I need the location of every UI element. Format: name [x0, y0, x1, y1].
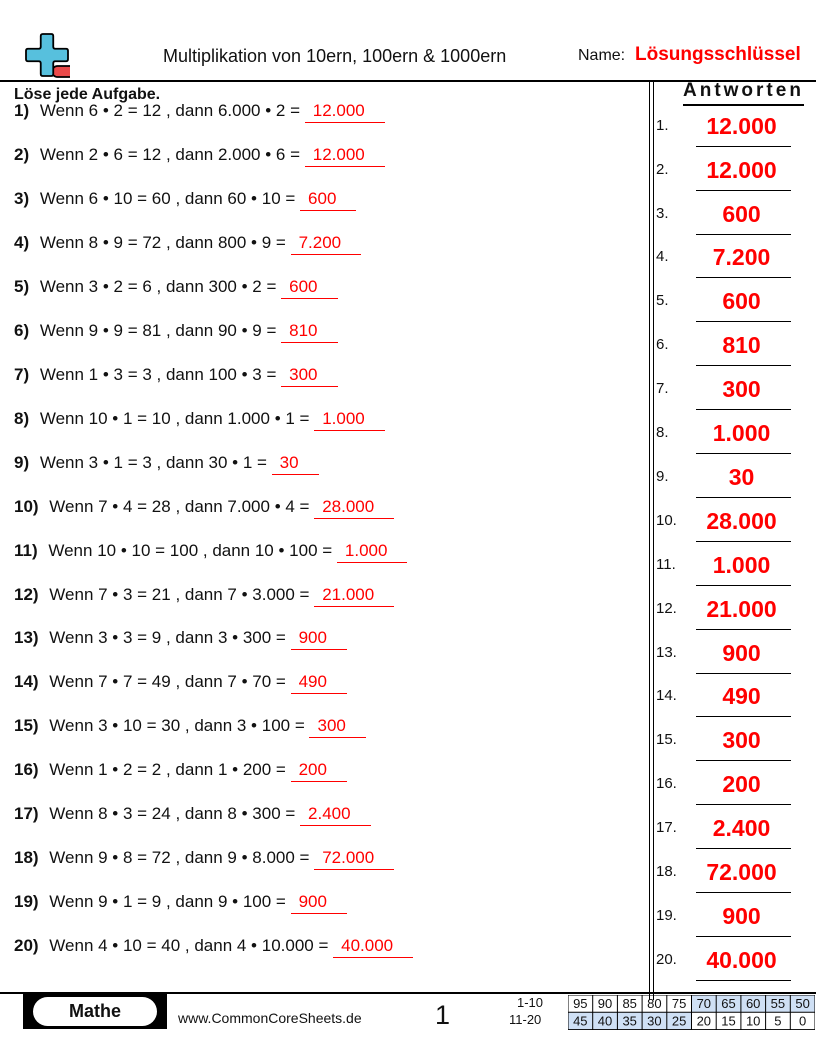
svg-text:35: 35: [622, 1014, 636, 1029]
svg-text:45: 45: [573, 1014, 587, 1029]
svg-text:95: 95: [573, 996, 587, 1011]
svg-text:5: 5: [774, 1014, 781, 1029]
svg-text:85: 85: [622, 996, 636, 1011]
svg-text:0: 0: [799, 1014, 806, 1029]
svg-text:15: 15: [721, 1014, 735, 1029]
svg-text:75: 75: [672, 996, 686, 1011]
svg-text:25: 25: [672, 1014, 686, 1029]
svg-text:65: 65: [721, 996, 735, 1011]
svg-text:30: 30: [647, 1014, 661, 1029]
svg-text:70: 70: [697, 996, 711, 1011]
svg-text:60: 60: [746, 996, 760, 1011]
svg-text:40: 40: [598, 1014, 612, 1029]
svg-text:50: 50: [795, 996, 809, 1011]
svg-text:20: 20: [697, 1014, 711, 1029]
svg-text:80: 80: [647, 996, 661, 1011]
svg-text:55: 55: [771, 996, 785, 1011]
svg-text:10: 10: [746, 1014, 760, 1029]
svg-text:90: 90: [598, 996, 612, 1011]
